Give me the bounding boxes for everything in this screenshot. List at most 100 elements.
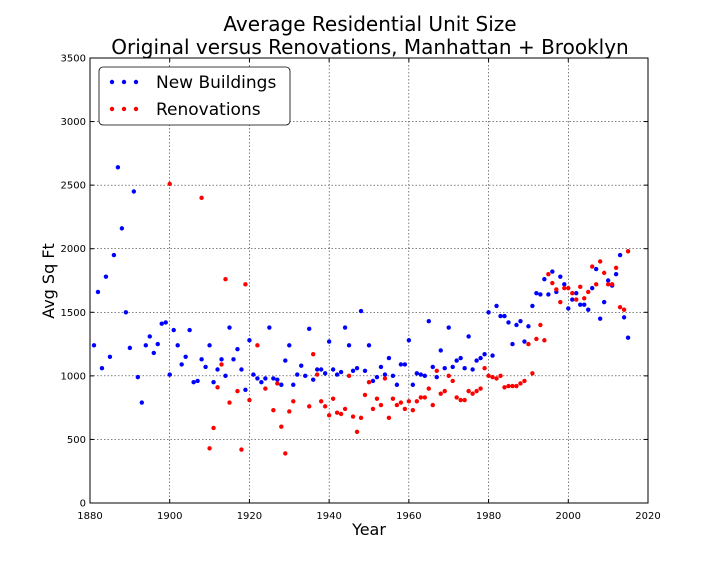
- x-tick-label: 2000: [556, 511, 581, 522]
- point-new-buildings: [394, 382, 400, 387]
- point-renovations: [482, 366, 487, 371]
- point-new-buildings: [247, 338, 252, 343]
- point-new-buildings: [386, 355, 392, 361]
- y-tick-label: 2500: [61, 181, 86, 192]
- x-tick-label: 1980: [476, 511, 501, 522]
- point-new-buildings: [438, 348, 443, 353]
- point-renovations: [530, 371, 535, 376]
- y-tick-label: 1000: [61, 371, 86, 382]
- point-new-buildings: [322, 371, 328, 376]
- point-new-buildings: [219, 357, 224, 362]
- point-new-buildings: [590, 285, 595, 291]
- x-tick-label: 2020: [635, 511, 660, 522]
- point-renovations: [458, 397, 463, 403]
- x-axis-ticks: 1880 1900 1920 1940 1960 1980 2000 2020: [77, 58, 661, 522]
- point-new-buildings: [530, 303, 535, 309]
- point-new-buildings: [103, 274, 109, 279]
- point-renovations: [271, 407, 276, 413]
- point-renovations: [562, 285, 567, 291]
- point-new-buildings: [621, 315, 627, 320]
- point-renovations: [386, 415, 392, 421]
- point-renovations: [215, 385, 220, 390]
- point-new-buildings: [139, 400, 145, 405]
- point-new-buildings: [418, 372, 424, 377]
- point-renovations: [566, 285, 571, 291]
- point-renovations: [597, 259, 603, 264]
- point-new-buildings: [151, 350, 156, 356]
- point-new-buildings: [303, 373, 308, 379]
- point-renovations: [362, 392, 368, 398]
- point-new-buildings: [538, 292, 543, 297]
- point-renovations: [542, 338, 547, 343]
- point-renovations: [593, 282, 599, 287]
- point-new-buildings: [187, 327, 192, 333]
- point-new-buildings: [558, 274, 563, 279]
- legend-marker-new-buildings: [109, 79, 115, 85]
- point-new-buildings: [398, 362, 404, 367]
- point-renovations: [578, 284, 583, 290]
- point-renovations: [207, 446, 212, 451]
- point-renovations: [338, 411, 344, 417]
- legend-marker-renovations: [109, 106, 115, 112]
- point-new-buildings: [442, 366, 447, 371]
- point-new-buildings: [119, 226, 125, 231]
- point-renovations: [494, 376, 499, 381]
- point-renovations: [466, 388, 471, 394]
- point-renovations: [390, 396, 396, 401]
- point-new-buildings: [462, 366, 467, 371]
- point-new-buildings: [123, 310, 129, 315]
- point-new-buildings: [295, 372, 300, 377]
- point-new-buildings: [593, 266, 599, 272]
- legend-marker-new-buildings: [133, 79, 139, 85]
- point-renovations: [418, 395, 424, 400]
- point-renovations: [322, 404, 328, 409]
- point-new-buildings: [486, 310, 491, 315]
- point-new-buildings: [350, 368, 356, 373]
- point-new-buildings: [426, 318, 431, 324]
- point-new-buildings: [99, 366, 105, 371]
- point-renovations: [398, 400, 404, 405]
- point-renovations: [314, 372, 320, 377]
- point-renovations: [287, 409, 292, 414]
- point-renovations: [613, 265, 619, 270]
- point-renovations: [462, 397, 467, 403]
- point-renovations: [510, 383, 515, 389]
- point-renovations: [394, 402, 400, 408]
- point-renovations: [318, 399, 324, 404]
- point-new-buildings: [115, 165, 121, 170]
- point-new-buildings: [498, 313, 503, 319]
- point-new-buildings: [502, 313, 507, 319]
- x-tick-label: 1880: [77, 511, 102, 522]
- point-renovations: [586, 289, 591, 295]
- point-new-buildings: [147, 334, 152, 339]
- point-renovations: [522, 378, 527, 384]
- point-renovations: [311, 352, 316, 357]
- point-renovations: [550, 280, 555, 286]
- point-new-buildings: [314, 367, 320, 372]
- point-renovations: [275, 381, 280, 386]
- point-new-buildings: [378, 364, 384, 370]
- point-new-buildings: [358, 308, 364, 314]
- point-new-buildings: [334, 372, 340, 377]
- point-new-buildings: [518, 318, 523, 324]
- point-renovations: [374, 396, 380, 401]
- point-renovations: [446, 373, 451, 379]
- point-new-buildings: [430, 364, 435, 370]
- point-new-buildings: [617, 252, 623, 258]
- point-renovations: [474, 388, 479, 394]
- point-renovations: [534, 336, 539, 342]
- point-renovations: [350, 414, 356, 419]
- point-renovations: [263, 386, 268, 391]
- point-renovations: [243, 282, 248, 287]
- point-renovations: [434, 368, 439, 373]
- point-renovations: [307, 404, 312, 409]
- point-new-buildings: [95, 289, 101, 295]
- point-new-buildings: [478, 355, 483, 361]
- point-new-buildings: [490, 353, 495, 358]
- chart-subtitle: Original versus Renovations, Manhattan +…: [111, 35, 628, 59]
- point-new-buildings: [434, 374, 439, 380]
- point-renovations: [279, 424, 284, 429]
- legend: New Buildings Renovations: [98, 66, 291, 126]
- point-new-buildings: [223, 373, 228, 379]
- point-new-buildings: [582, 302, 587, 307]
